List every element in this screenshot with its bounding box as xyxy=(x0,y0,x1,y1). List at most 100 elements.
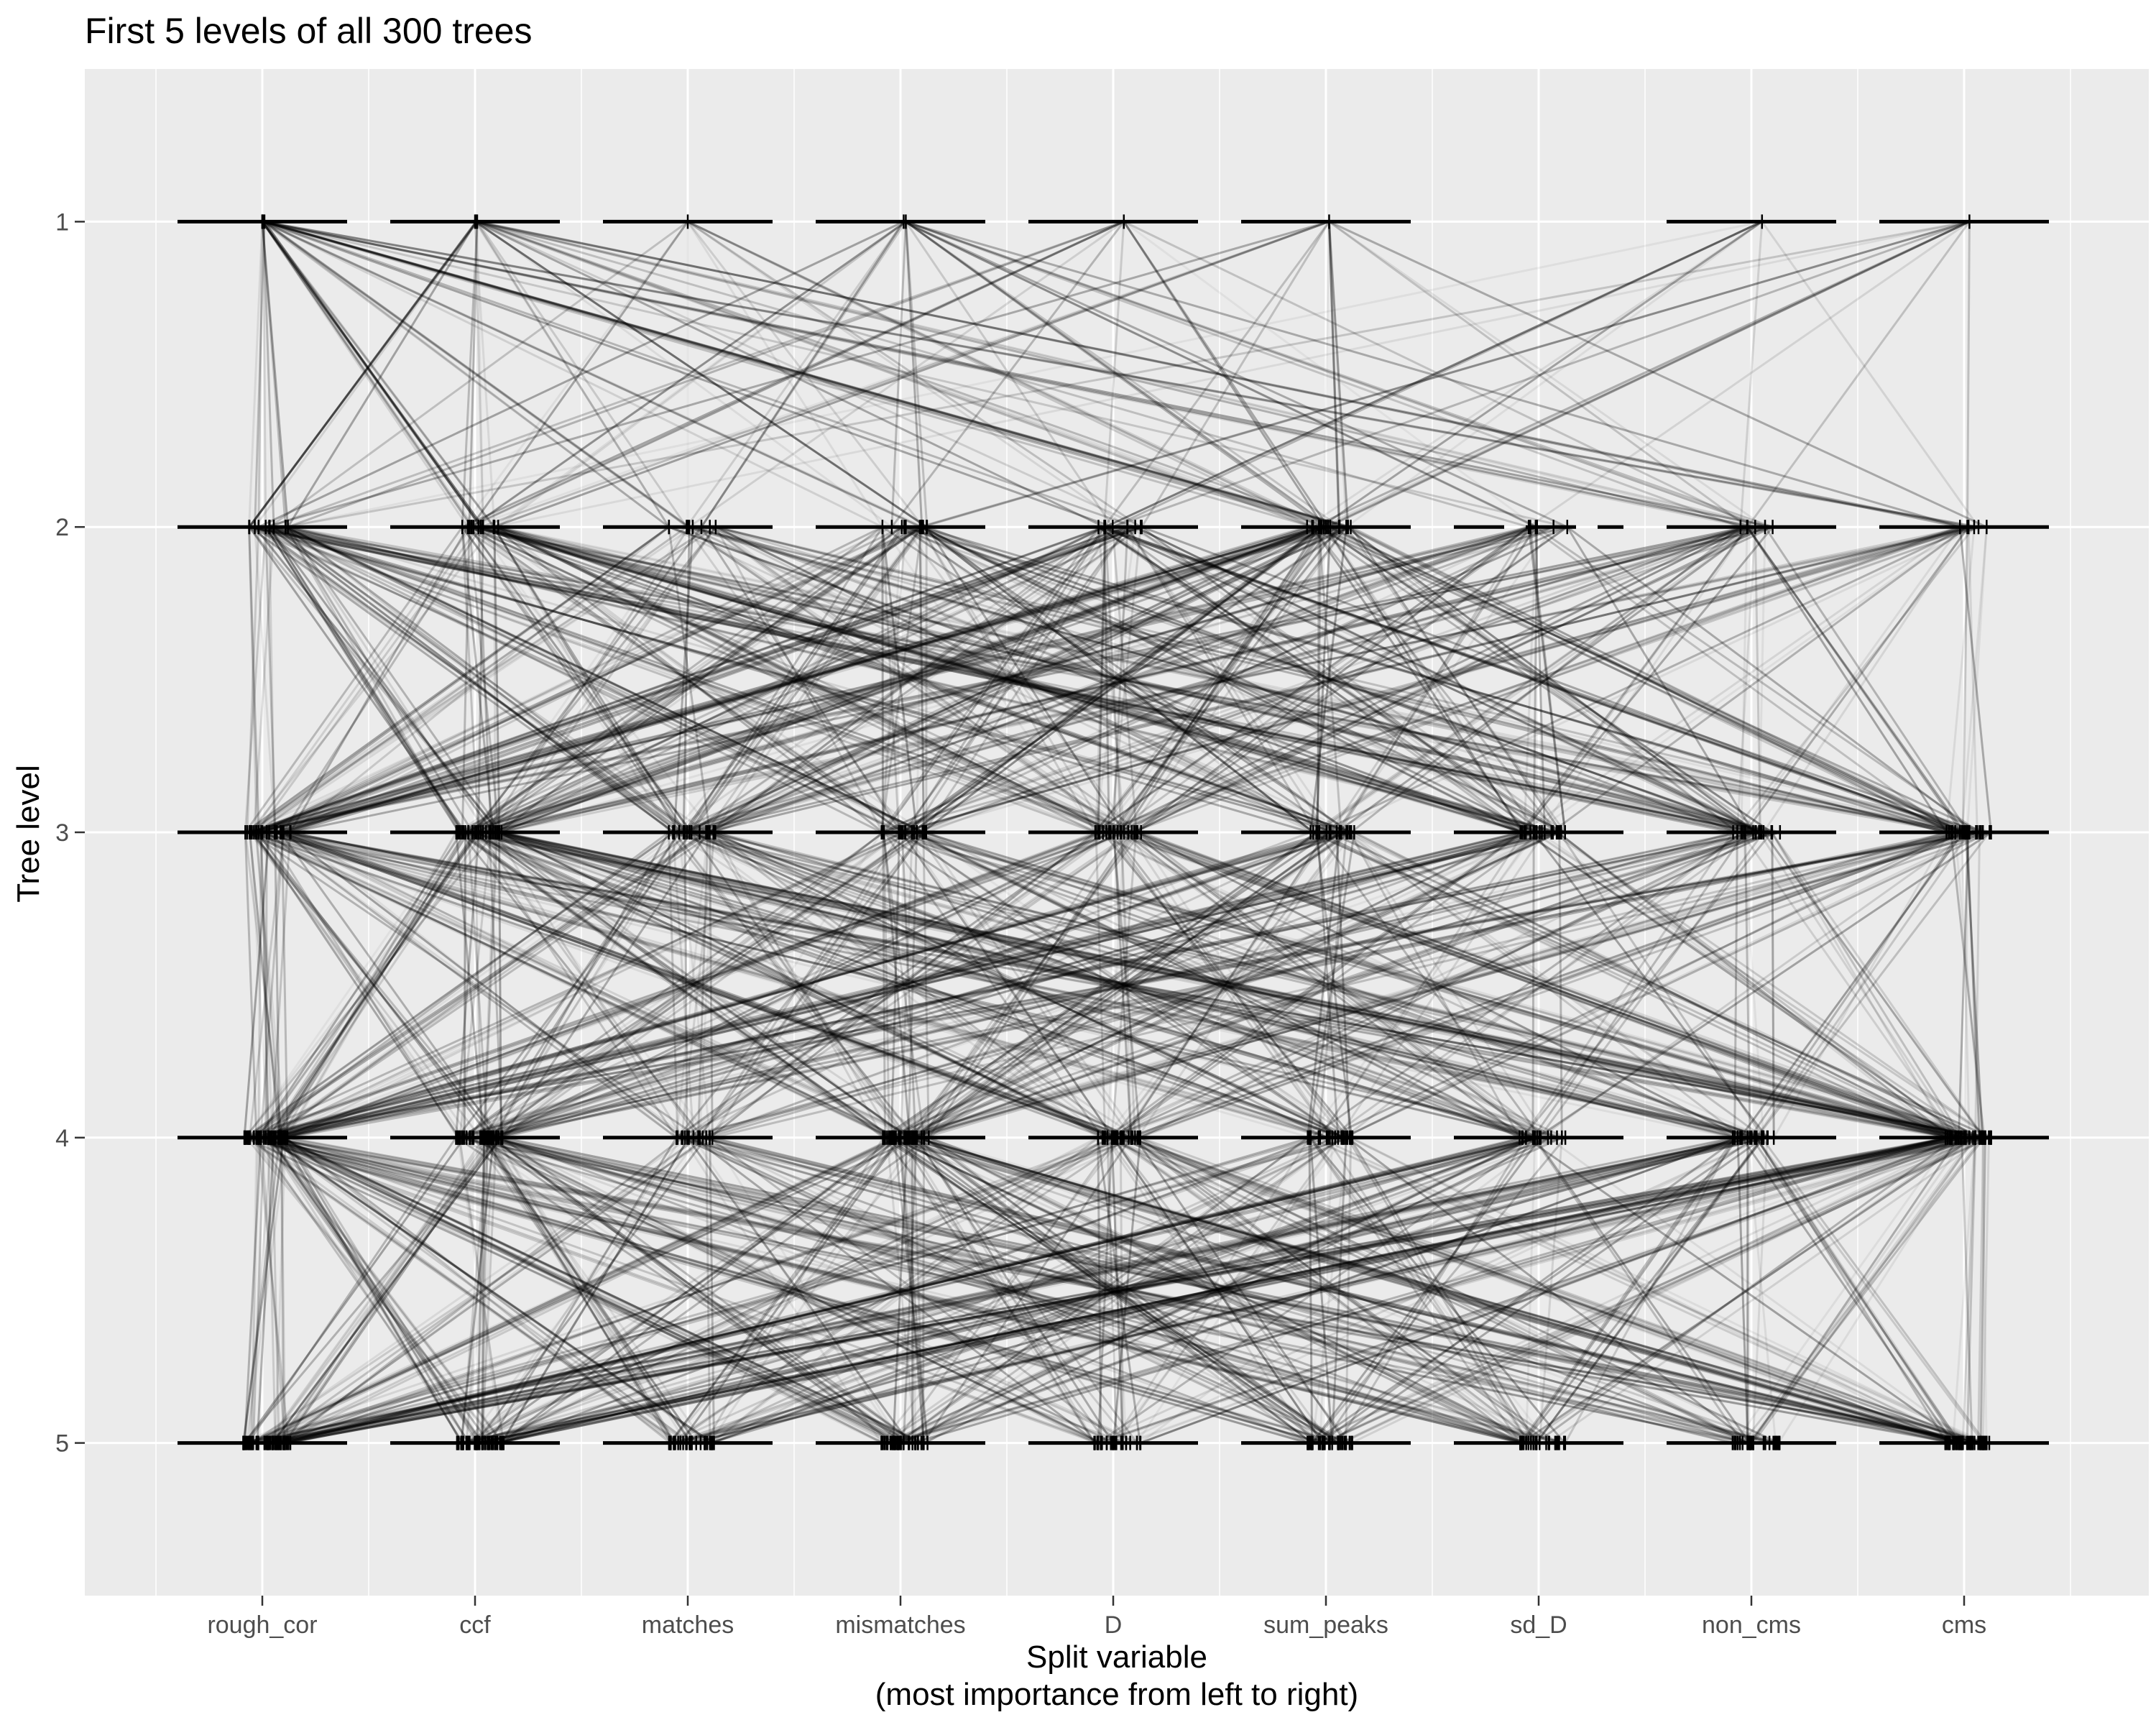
tree-edge xyxy=(268,1136,904,1444)
tree-edge xyxy=(280,1137,463,1444)
tree-edge xyxy=(688,831,1099,1139)
tree-edge xyxy=(1346,1136,1752,1444)
tree-edge xyxy=(916,831,1348,1139)
tree-edge xyxy=(1312,831,1948,1139)
tree-edge xyxy=(256,831,670,1139)
tree-edge xyxy=(493,525,1761,834)
tree-edge xyxy=(884,831,1557,1139)
tree-edge xyxy=(1307,832,1341,1138)
tree-edge xyxy=(714,525,1319,834)
tree-edge xyxy=(246,527,260,833)
tree-edge xyxy=(687,221,1142,528)
tree-edge xyxy=(707,831,1523,1139)
tree-edge xyxy=(1527,527,1567,833)
tree-edge xyxy=(267,1137,277,1443)
tree-edge xyxy=(916,1136,1963,1445)
tree-edge xyxy=(493,525,1142,834)
tree-edge xyxy=(709,832,714,1138)
tree-edge xyxy=(1137,831,1984,1139)
tree-edge xyxy=(244,526,464,833)
tree-edge xyxy=(275,831,1118,1139)
tree-edge xyxy=(476,1136,1950,1445)
tree-edge xyxy=(251,831,893,1139)
tree-edge xyxy=(1534,525,1968,834)
tree-edge xyxy=(483,1137,675,1444)
tree-edge xyxy=(249,1136,1345,1445)
tree-edge xyxy=(252,1137,265,1443)
tree-edge xyxy=(482,525,1545,834)
tree-edge xyxy=(880,527,903,833)
tree-edge xyxy=(249,525,670,834)
tree-edge xyxy=(278,1136,1125,1445)
tree-edge xyxy=(1117,525,1774,834)
tree-edge xyxy=(275,1136,1540,1445)
tree-edge xyxy=(1128,831,1961,1139)
tree-edge xyxy=(903,831,1342,1139)
tree-edge xyxy=(499,831,1736,1139)
tree-edge xyxy=(926,525,1756,834)
tree-edge xyxy=(699,525,1741,834)
tree-edge xyxy=(1521,525,1961,834)
tree-edge xyxy=(926,1136,1344,1444)
tree-edge xyxy=(247,525,711,834)
tree-edge xyxy=(1756,1137,1948,1444)
tree-edge xyxy=(260,525,883,834)
tree-edge xyxy=(1755,832,1971,1138)
tree-edge xyxy=(1095,831,1736,1139)
tree-edge xyxy=(467,525,903,834)
tree-edge xyxy=(883,526,1105,833)
tree-edge xyxy=(254,221,266,528)
tree-edge xyxy=(904,221,923,528)
tree-edge xyxy=(1094,526,1340,833)
tree-edge xyxy=(673,1136,1538,1445)
tree-edge xyxy=(461,221,1125,528)
tree-edge xyxy=(262,220,1773,528)
tree-edge xyxy=(1966,527,1988,833)
tree-edge xyxy=(463,831,1342,1139)
tree-edge xyxy=(474,526,688,833)
tree-edge xyxy=(880,1136,1123,1444)
tree-edge xyxy=(1307,832,1538,1138)
tree-edge xyxy=(471,526,717,833)
tree-edge xyxy=(1112,525,1979,834)
tree-edge xyxy=(498,832,502,1138)
tree-edge xyxy=(482,831,923,1139)
tree-edge xyxy=(493,220,1970,528)
tree-edge xyxy=(467,525,1352,834)
tree-edge xyxy=(247,525,694,834)
tree-edge xyxy=(901,525,1322,834)
tree-edge xyxy=(911,525,1322,834)
tree-edge xyxy=(252,831,1327,1139)
tree-edge xyxy=(466,526,714,833)
tree-edge xyxy=(250,831,1950,1139)
tree-edge xyxy=(489,1136,1965,1445)
tree-edge xyxy=(287,526,503,833)
tree-edge xyxy=(460,1137,495,1443)
tree-edge xyxy=(485,525,1773,834)
tree-edge xyxy=(487,1136,1973,1445)
tree-edge xyxy=(677,831,1337,1139)
tree-edge xyxy=(500,1136,895,1444)
tree-edge xyxy=(471,1136,1960,1445)
tree-edge xyxy=(1525,1136,1971,1444)
tree-edge xyxy=(266,831,688,1139)
tree-edge xyxy=(477,526,693,833)
tree-edge xyxy=(911,525,1325,834)
tree-edge xyxy=(901,525,1560,834)
tree-edge xyxy=(1120,832,1331,1138)
tree-edge xyxy=(1345,526,1738,834)
tree-edge xyxy=(493,525,1968,834)
tree-edge xyxy=(1979,1137,1986,1443)
tree-edge xyxy=(1108,525,1741,834)
x-tick-label-mismatches: mismatches xyxy=(835,1611,965,1639)
tree-edge xyxy=(473,525,1542,834)
tree-edge xyxy=(277,1136,1966,1445)
tree-edge xyxy=(1557,831,1947,1138)
tree-edge xyxy=(498,831,1132,1139)
tree-edge xyxy=(493,525,1107,834)
tree-edge xyxy=(456,1136,1991,1445)
tree-edge xyxy=(702,831,1536,1139)
tree-edge xyxy=(498,526,903,834)
tree-edge xyxy=(282,831,1558,1139)
